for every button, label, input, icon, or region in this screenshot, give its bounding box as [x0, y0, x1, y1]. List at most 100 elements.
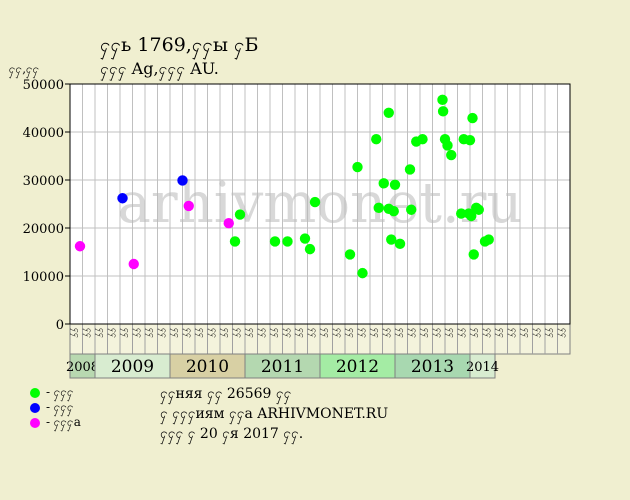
year-cell [469, 353, 496, 379]
year-label: 2014 [466, 360, 499, 375]
data-point [117, 193, 128, 204]
legend-item-blue: - ႁႁႁ [30, 400, 81, 415]
data-point [473, 204, 484, 215]
y-axis-unit: ႁႁ,ႁႁ [9, 62, 40, 76]
data-point [446, 149, 457, 161]
month-label: ႁႁ [320, 328, 331, 338]
data-point [371, 134, 382, 145]
year-label: 2010 [186, 357, 229, 377]
data-point [177, 175, 188, 186]
data-point [357, 267, 368, 279]
data-point [223, 218, 234, 229]
data-point [394, 238, 406, 250]
month-label: ႁႁ [120, 328, 131, 338]
month-label: ႁႁ [357, 328, 368, 338]
month-label: ႁႁ [520, 328, 531, 338]
month-label: ႁႁ [145, 328, 156, 338]
month-label: ႁႁ [545, 328, 556, 338]
y-tick-label: 10000 [23, 270, 64, 285]
month-label: ႁႁ [332, 328, 343, 338]
data-point [352, 161, 363, 173]
chart-subtitle: ႁႁႁ Ag,ႁႁႁ AU. [100, 59, 219, 78]
data-point [269, 236, 281, 247]
data-point [389, 179, 401, 190]
data-point [344, 249, 356, 260]
data-point [183, 200, 194, 212]
month-label: ႁႁ [345, 328, 356, 338]
year-cell [94, 353, 171, 379]
legend-label-magenta: - ႁႁႁа [46, 414, 81, 429]
data-point [464, 134, 476, 146]
data-point [386, 234, 397, 245]
month-label: ႁႁ [407, 328, 418, 338]
month-label: ႁႁ [370, 328, 381, 338]
data-point [466, 210, 477, 222]
month-label: ႁႁ [245, 328, 256, 338]
month-label: ႁႁ [420, 328, 431, 338]
data-point [282, 236, 293, 247]
month-label: ႁႁ [532, 328, 543, 338]
y-tick-label: 30000 [23, 174, 64, 189]
legend-item-green: - ႁႁႁ [30, 385, 81, 400]
month-label: ႁႁ [107, 328, 118, 338]
data-point [383, 107, 394, 119]
month-label: ႁႁ [482, 328, 493, 338]
data-point [378, 178, 389, 189]
data-point [373, 202, 384, 214]
month-label: ႁႁ [182, 328, 193, 338]
month-label: ႁႁ [382, 328, 393, 338]
month-label: ႁႁ [195, 328, 206, 338]
month-label: ႁႁ [307, 328, 318, 338]
data-point [74, 241, 86, 252]
year-cell [319, 353, 396, 379]
month-label: ႁႁ [445, 328, 456, 338]
data-point [299, 233, 311, 244]
data-point [128, 258, 139, 270]
y-tick-label: 50000 [23, 78, 64, 93]
legend-label-blue: - ႁႁႁ [46, 399, 74, 414]
month-label: ႁႁ [220, 328, 231, 338]
month-label: ႁႁ [132, 328, 143, 338]
data-point [437, 94, 448, 106]
note-average-price: ႁႁняя ႁႁ 26569 ႁႁ [160, 386, 292, 402]
data-point [229, 236, 241, 247]
month-label: ႁႁ [270, 328, 281, 338]
legend-swatch-magenta [30, 417, 40, 428]
legend-swatch-blue [30, 402, 40, 413]
month-label: ႁႁ [507, 328, 518, 338]
y-tick-label: 40000 [23, 126, 64, 141]
year-label: 2011 [261, 357, 304, 377]
note-source: ႁ ႁႁႁиям ႁႁа ARHIVMONET.RU [160, 406, 389, 422]
data-point [309, 196, 321, 208]
notes: ႁႁняя ႁႁ 26569 ႁႁ ႁ ႁႁႁиям ႁႁа ARHIVMONE… [160, 384, 388, 444]
data-point [442, 140, 453, 151]
data-point [406, 204, 417, 215]
month-label: ႁႁ [257, 328, 268, 338]
year-cell [69, 353, 96, 379]
year-label: 2012 [336, 357, 379, 377]
month-label: ႁႁ [470, 328, 481, 338]
month-label: ႁႁ [70, 328, 81, 338]
month-label: ႁႁ [282, 328, 293, 338]
plot-border [69, 83, 571, 325]
legend-label-green: - ႁႁႁ [46, 384, 74, 399]
month-label: ႁႁ [557, 328, 568, 338]
month-label: ႁႁ [232, 328, 243, 338]
data-point [437, 106, 449, 117]
month-label: ႁႁ [457, 328, 468, 338]
month-label: ႁႁ [82, 328, 93, 338]
note-date: ႁႁႁ ႁ 20 ႁя 2017 ႁႁ. [160, 426, 304, 442]
data-point [388, 206, 399, 217]
legend-item-magenta: - ႁႁႁа [30, 415, 81, 430]
month-label: ႁႁ [95, 328, 106, 338]
legend: - ႁႁႁ - ႁႁႁ - ႁႁႁа [30, 385, 81, 430]
chart-title: ႁႁь 1769,ႁႁы ႁБ [100, 34, 259, 56]
data-point [404, 164, 416, 175]
data-point [456, 208, 467, 219]
year-label: 2008 [66, 360, 99, 375]
y-tick-label: 0 [56, 318, 64, 333]
year-label: 2009 [111, 357, 154, 377]
month-label: ႁႁ [157, 328, 168, 338]
data-point [304, 243, 316, 255]
data-point [417, 134, 428, 145]
